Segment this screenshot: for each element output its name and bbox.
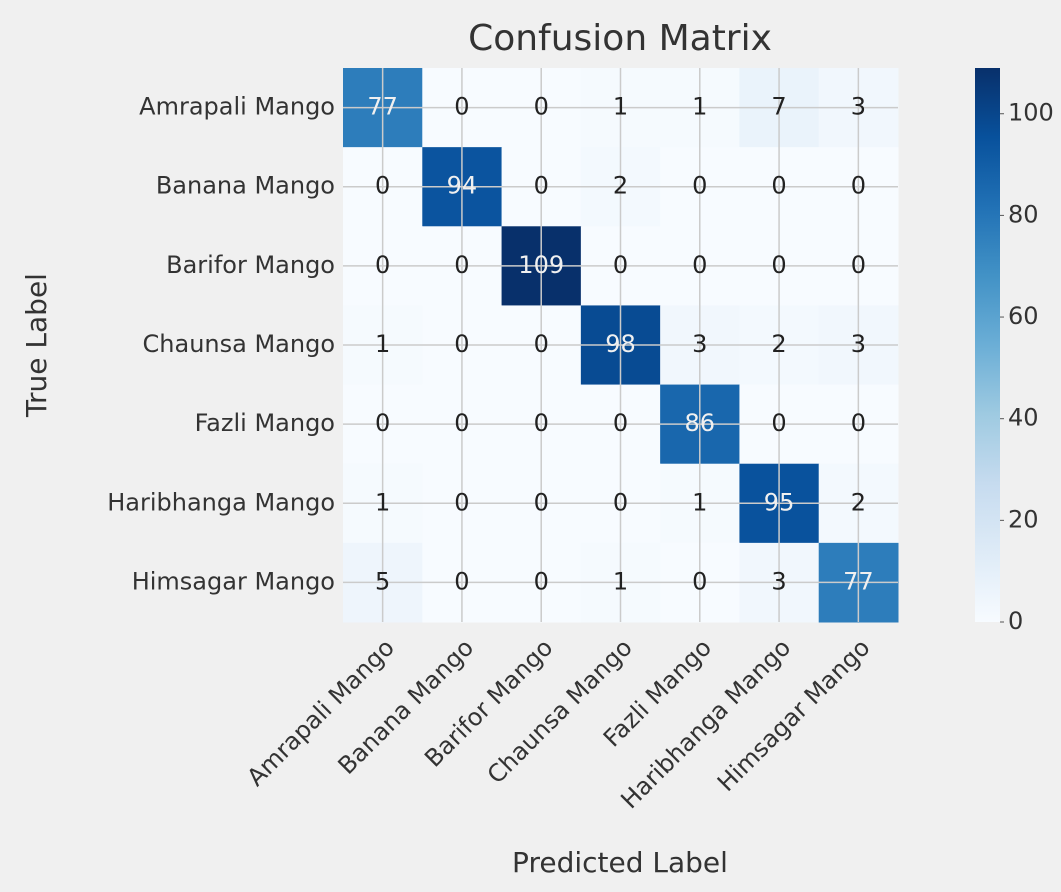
cell-label: 0 bbox=[375, 251, 390, 279]
chart-title: Confusion Matrix bbox=[468, 18, 772, 59]
cell-label: 0 bbox=[851, 409, 866, 437]
cell-label: 1 bbox=[692, 488, 707, 516]
cell-label: 0 bbox=[534, 172, 549, 200]
cell-label: 0 bbox=[692, 172, 707, 200]
cell-label: 0 bbox=[454, 409, 469, 437]
cell-label: 0 bbox=[534, 330, 549, 358]
cell-label: 0 bbox=[613, 409, 628, 437]
cell-label: 94 bbox=[447, 172, 478, 200]
cell-label: 3 bbox=[851, 93, 866, 121]
cell-label: 2 bbox=[851, 488, 866, 516]
cell-label: 77 bbox=[843, 567, 874, 595]
colorbar-tick-label: 0 bbox=[1008, 607, 1023, 635]
cell-label: 0 bbox=[454, 567, 469, 595]
cell-label: 1 bbox=[375, 488, 390, 516]
cell-label: 0 bbox=[375, 409, 390, 437]
cell-label: 0 bbox=[534, 488, 549, 516]
y-axis-label: True Label bbox=[20, 273, 53, 418]
cell-label: 5 bbox=[375, 567, 390, 595]
cell-label: 0 bbox=[534, 93, 549, 121]
cell-label: 0 bbox=[771, 172, 786, 200]
x-axis-label: Predicted Label bbox=[512, 846, 728, 879]
cell-label: 7 bbox=[771, 93, 786, 121]
y-tick-label: Amrapali Mango bbox=[139, 93, 335, 121]
colorbar-tick-label: 60 bbox=[1008, 302, 1039, 330]
cell-label: 109 bbox=[518, 251, 564, 279]
cell-label: 0 bbox=[851, 172, 866, 200]
cell-label: 0 bbox=[771, 409, 786, 437]
cell-label: 0 bbox=[375, 172, 390, 200]
cell-label: 0 bbox=[692, 251, 707, 279]
cell-label: 95 bbox=[764, 488, 795, 516]
cell-label: 0 bbox=[771, 251, 786, 279]
cell-label: 1 bbox=[613, 93, 628, 121]
cell-label: 2 bbox=[613, 172, 628, 200]
colorbar-tick-label: 40 bbox=[1008, 404, 1039, 432]
cell-label: 1 bbox=[692, 93, 707, 121]
cell-label: 0 bbox=[454, 93, 469, 121]
cell-label: 1 bbox=[375, 330, 390, 358]
cell-label: 0 bbox=[454, 488, 469, 516]
cell-label: 1 bbox=[613, 567, 628, 595]
cell-label: 0 bbox=[454, 330, 469, 358]
cell-label: 86 bbox=[685, 409, 716, 437]
cell-label: 2 bbox=[771, 330, 786, 358]
colorbar bbox=[975, 68, 1000, 622]
cell-label: 77 bbox=[367, 93, 398, 121]
cell-label: 0 bbox=[851, 251, 866, 279]
colorbar-tick-label: 100 bbox=[1008, 99, 1054, 127]
colorbar-tick-label: 80 bbox=[1008, 200, 1039, 228]
cell-label: 98 bbox=[605, 330, 636, 358]
cell-label: 0 bbox=[613, 488, 628, 516]
cell-label: 3 bbox=[771, 567, 786, 595]
y-tick-label: Banana Mango bbox=[156, 172, 335, 200]
cell-label: 3 bbox=[692, 330, 707, 358]
y-tick-label: Chaunsa Mango bbox=[143, 330, 335, 358]
y-tick-label: Fazli Mango bbox=[195, 409, 335, 437]
cell-label: 0 bbox=[534, 409, 549, 437]
cell-label: 0 bbox=[534, 567, 549, 595]
y-tick-label: Haribhanga Mango bbox=[107, 488, 335, 516]
cell-label: 0 bbox=[613, 251, 628, 279]
y-tick-label: Himsagar Mango bbox=[132, 567, 335, 595]
cell-label: 0 bbox=[454, 251, 469, 279]
cell-label: 0 bbox=[692, 567, 707, 595]
cell-label: 3 bbox=[851, 330, 866, 358]
y-tick-label: Barifor Mango bbox=[166, 251, 335, 279]
colorbar-tick-label: 20 bbox=[1008, 505, 1039, 533]
